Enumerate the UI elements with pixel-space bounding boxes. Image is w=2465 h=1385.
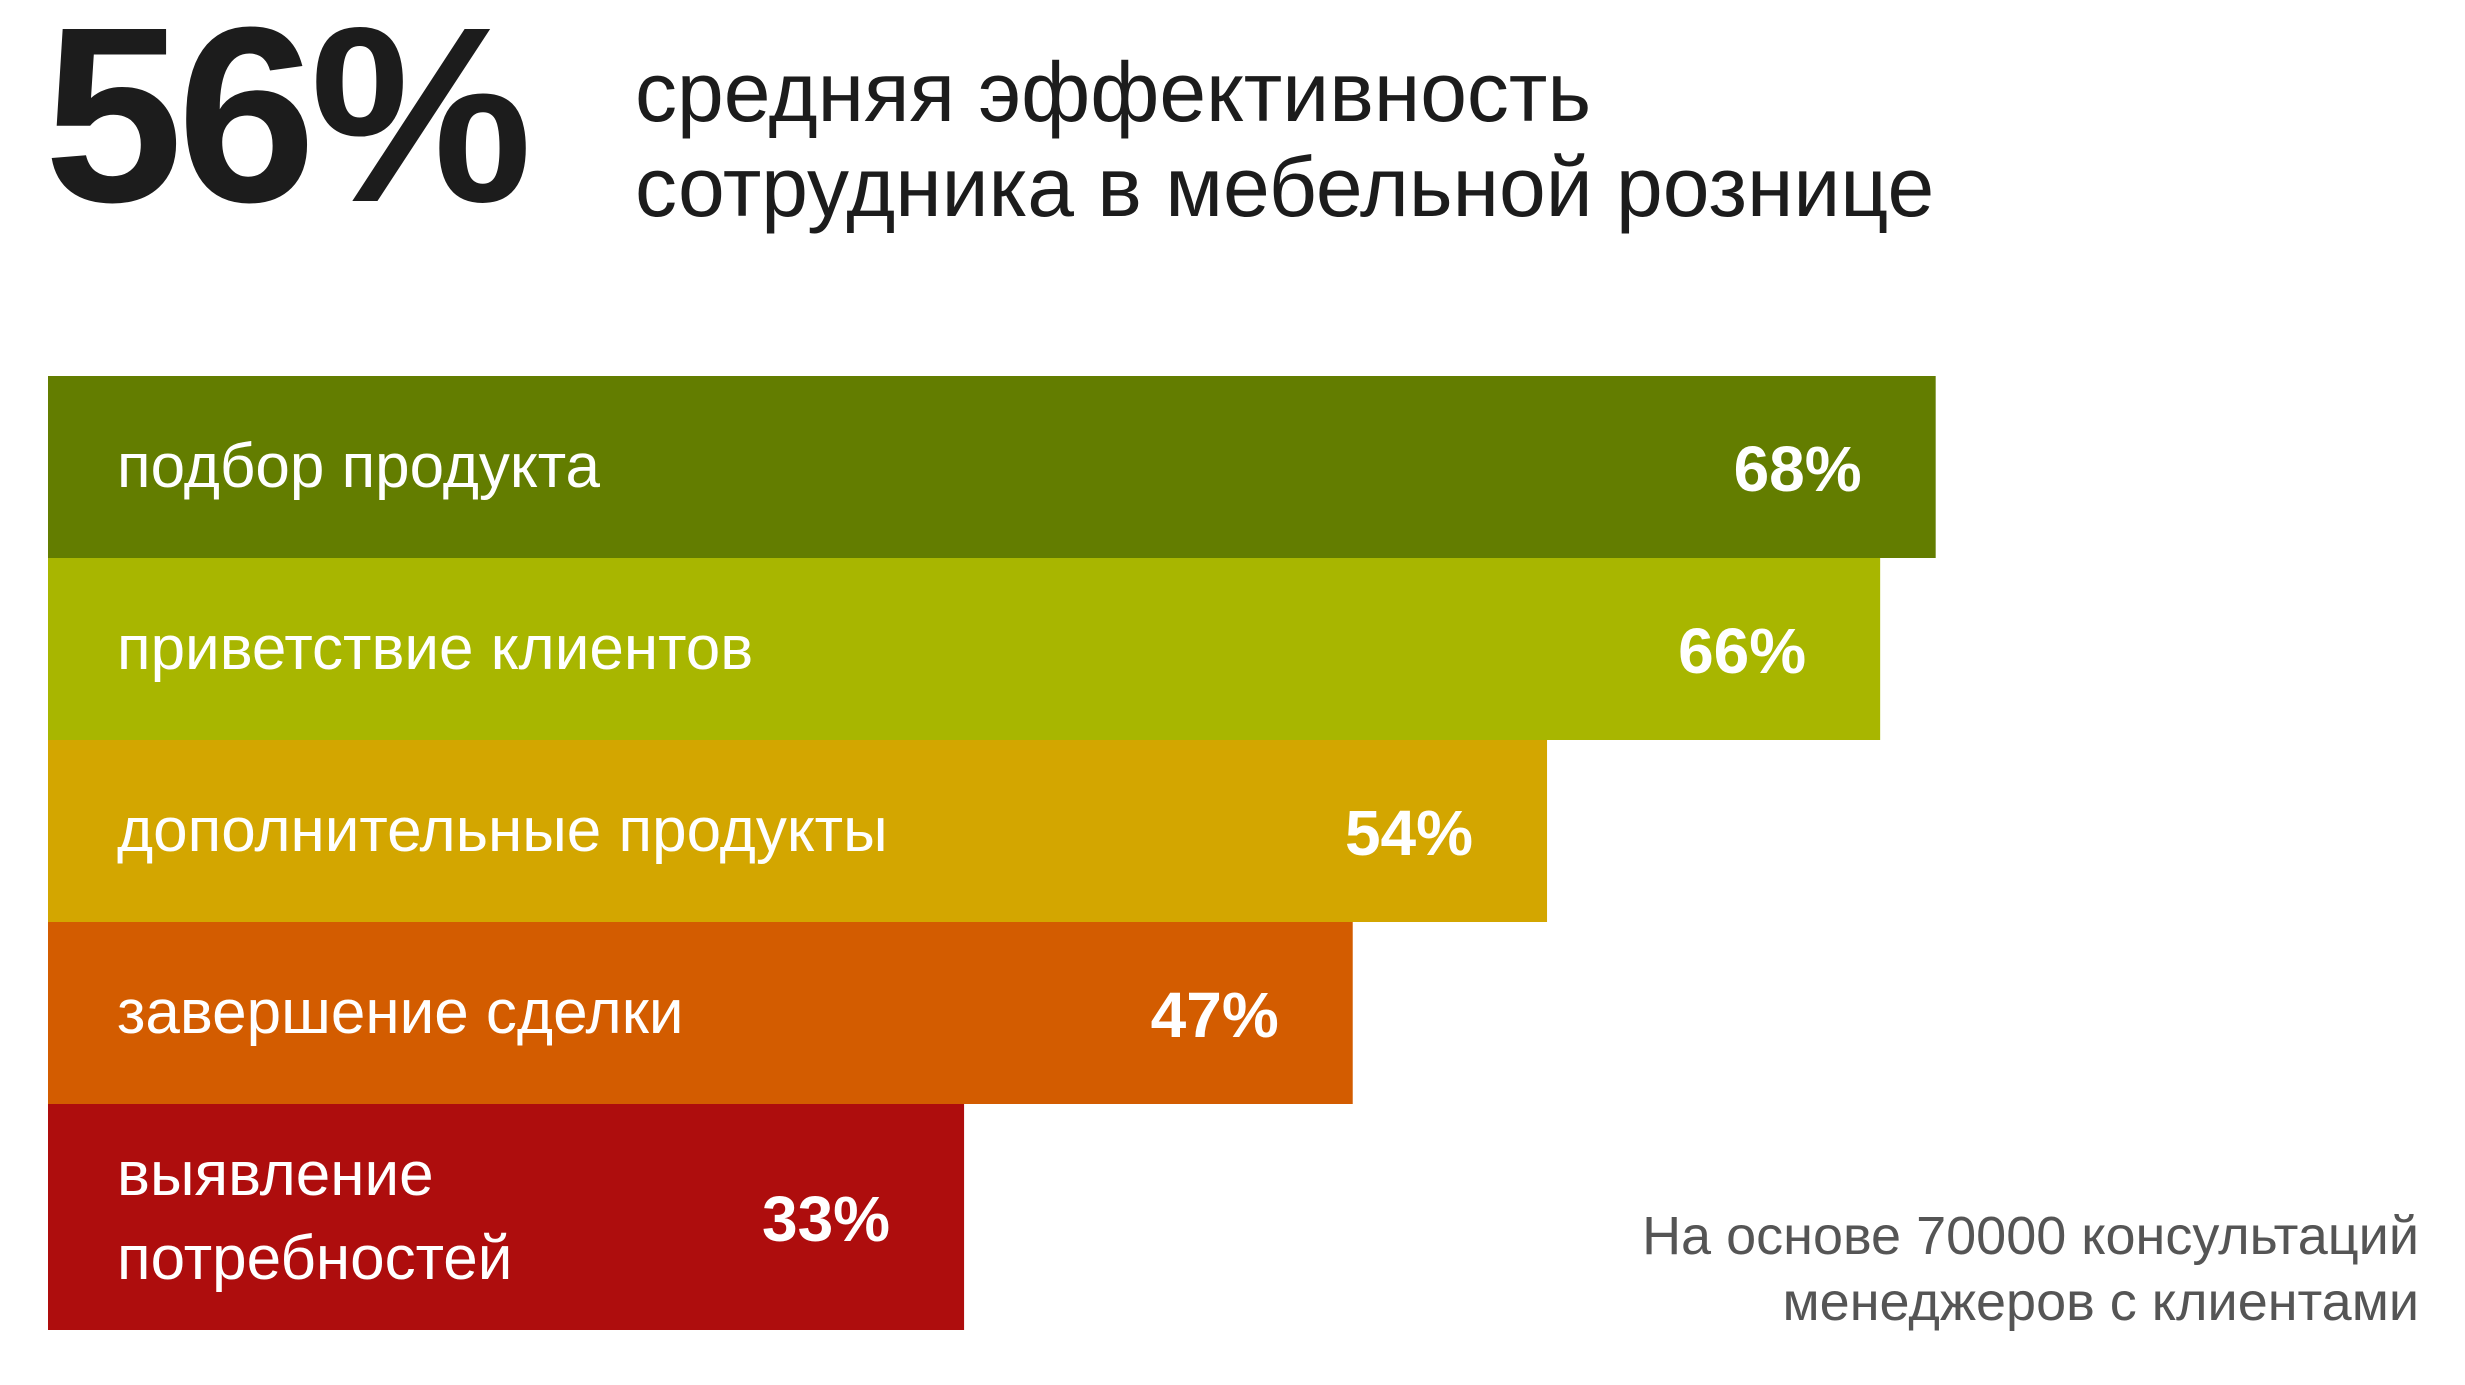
bar-3 — [48, 740, 1548, 922]
bar-label-5-line1: выявление — [117, 1140, 434, 1209]
bar-1 — [48, 376, 1936, 558]
headline-value: 56% — [44, 0, 532, 254]
footnote: На основе 70000 консультаций менеджеров … — [1642, 1203, 2419, 1335]
headline-text: средняя эффективность сотрудника в мебел… — [635, 45, 1934, 235]
headline-text-line2: сотрудника в мебельной рознице — [635, 140, 1935, 234]
bar-value-1: 68% — [1734, 433, 1862, 505]
bar-2 — [48, 558, 1881, 740]
bar-label-2: приветствие клиентов — [117, 614, 753, 683]
footnote-line1: На основе 70000 консультаций — [1642, 1206, 2419, 1266]
bar-value-2: 66% — [1678, 615, 1806, 687]
headline-text-line1: средняя эффективность — [635, 45, 1592, 139]
bar-4 — [48, 922, 1353, 1104]
bar-value-5: 33% — [762, 1183, 890, 1255]
bar-label-4: завершение сделки — [117, 978, 683, 1047]
bar-value-3: 54% — [1345, 797, 1473, 869]
footnote-line2: менеджеров с клиентами — [1782, 1272, 2419, 1332]
bar-label-1: подбор продукта — [117, 432, 600, 501]
bar-label-5-line2: потребностей — [117, 1224, 512, 1293]
bar-5 — [48, 1104, 965, 1330]
bar-value-4: 47% — [1151, 979, 1279, 1051]
bar-label-3: дополнительные продукты — [117, 796, 888, 865]
